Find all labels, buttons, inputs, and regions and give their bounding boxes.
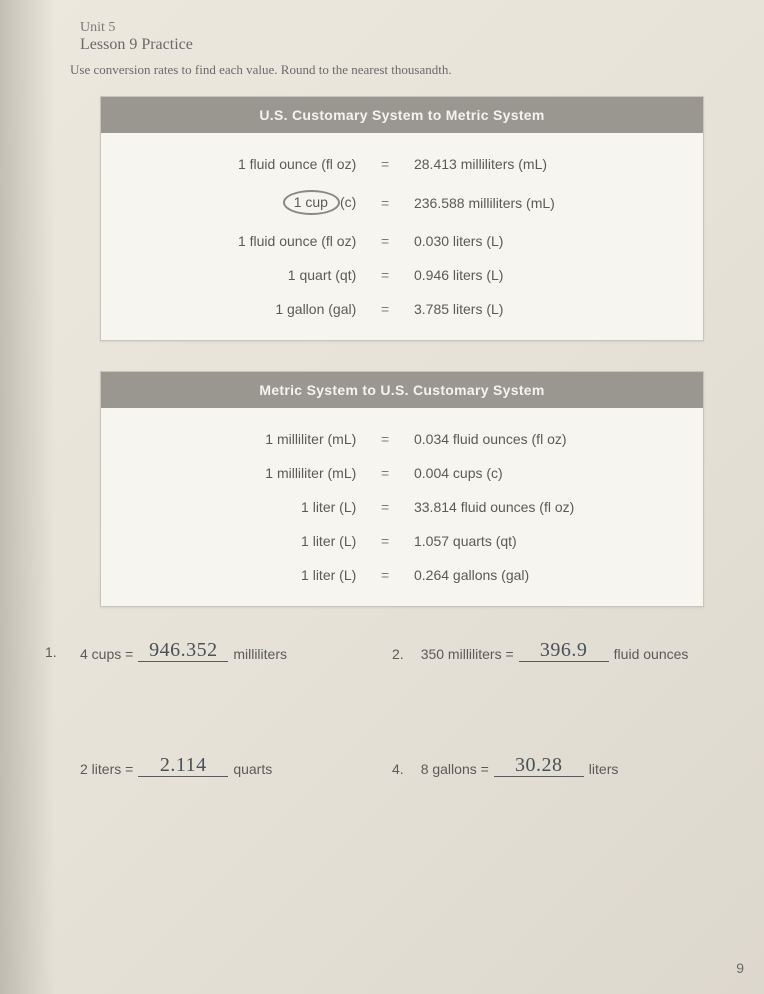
equals-sign: =: [368, 156, 402, 172]
equals-sign: =: [368, 533, 402, 549]
row-left: 1 fluid ounce (fl oz): [121, 233, 368, 249]
table-row: 1 milliliter (mL) = 0.034 fluid ounces (…: [121, 422, 683, 456]
row-right: 0.030 liters (L): [402, 233, 683, 249]
row-right: 0.004 cups (c): [402, 465, 683, 481]
table-row: 1 liter (L) = 0.264 gallons (gal): [121, 558, 683, 592]
answer-blank: 2.114: [138, 752, 228, 777]
row-right: 236.588 milliliters (mL): [402, 195, 683, 211]
problem-row: 1. 4 cups = 946.352 milliliters 2. 350 m…: [80, 637, 704, 662]
equals-sign: =: [368, 267, 402, 283]
row-right: 0.264 gallons (gal): [402, 567, 683, 583]
table-row: 1 milliliter (mL) = 0.004 cups (c): [121, 456, 683, 490]
problem-3: 2 liters = 2.114 quarts: [80, 752, 392, 777]
answer-blank: 396.9: [519, 637, 609, 662]
row-right: 1.057 quarts (qt): [402, 533, 683, 549]
problem-unit: fluid ounces: [614, 646, 689, 662]
table-row: 1 liter (L) = 1.057 quarts (qt): [121, 524, 683, 558]
worksheet-page: Unit 5 Lesson 9 Practice Use conversion …: [0, 0, 764, 994]
circled-annotation: 1 cup: [283, 190, 340, 215]
table-row: 1 gallon (gal) = 3.785 liters (L): [121, 292, 683, 326]
problems-section: 1. 4 cups = 946.352 milliliters 2. 350 m…: [70, 637, 714, 777]
problem-row: 2 liters = 2.114 quarts 4. 8 gallons = 3…: [80, 752, 704, 777]
row-right: 28.413 milliliters (mL): [402, 156, 683, 172]
binding-shadow: [0, 0, 55, 994]
problem-lhs: 350 milliliters =: [421, 646, 514, 662]
equals-sign: =: [368, 233, 402, 249]
conversion-table-metric-to-us: Metric System to U.S. Customary System 1…: [100, 371, 704, 607]
table-row: 1 cup(c) = 236.588 milliliters (mL): [121, 181, 683, 224]
row-left: 1 liter (L): [121, 533, 368, 549]
unit-label: Unit 5: [80, 20, 714, 36]
row-left: 1 gallon (gal): [121, 301, 368, 317]
problem-2: 2. 350 milliliters = 396.9 fluid ounces: [392, 637, 704, 662]
conversion-table-us-to-metric: U.S. Customary System to Metric System 1…: [100, 96, 704, 341]
table-row: 1 fluid ounce (fl oz) = 0.030 liters (L): [121, 224, 683, 258]
equals-sign: =: [368, 431, 402, 447]
handwritten-answer: 946.352: [149, 639, 218, 661]
problem-4: 4. 8 gallons = 30.28 liters: [392, 752, 704, 777]
table-title: Metric System to U.S. Customary System: [101, 372, 703, 408]
answer-blank: 30.28: [494, 752, 584, 777]
row-left: 1 cup(c): [121, 190, 368, 215]
problem-lhs: 4 cups =: [80, 646, 133, 662]
problem-number: 1.: [45, 644, 57, 660]
problem-number: 2.: [392, 646, 404, 662]
lesson-label: Lesson 9 Practice: [80, 36, 714, 54]
problem-number: 4.: [392, 761, 404, 777]
table-body: 1 milliliter (mL) = 0.034 fluid ounces (…: [101, 408, 703, 606]
handwritten-answer: 396.9: [540, 639, 588, 661]
answer-blank: 946.352: [138, 637, 228, 662]
row-left: 1 liter (L): [121, 499, 368, 515]
row-left: 1 liter (L): [121, 567, 368, 583]
row-right: 0.946 liters (L): [402, 267, 683, 283]
handwritten-answer: 30.28: [515, 754, 563, 776]
table-row: 1 liter (L) = 33.814 fluid ounces (fl oz…: [121, 490, 683, 524]
row-right: 3.785 liters (L): [402, 301, 683, 317]
instruction-text: Use conversion rates to find each value.…: [70, 62, 714, 78]
row-left: 1 fluid ounce (fl oz): [121, 156, 368, 172]
equals-sign: =: [368, 465, 402, 481]
row-right: 33.814 fluid ounces (fl oz): [402, 499, 683, 515]
page-header: Unit 5 Lesson 9 Practice: [70, 20, 714, 54]
row-right: 0.034 fluid ounces (fl oz): [402, 431, 683, 447]
equals-sign: =: [368, 499, 402, 515]
problem-1: 1. 4 cups = 946.352 milliliters: [80, 637, 392, 662]
row-left: 1 quart (qt): [121, 267, 368, 283]
table-title: U.S. Customary System to Metric System: [101, 97, 703, 133]
table-row: 1 quart (qt) = 0.946 liters (L): [121, 258, 683, 292]
problem-lhs: 2 liters =: [80, 761, 133, 777]
handwritten-answer: 2.114: [160, 754, 207, 776]
row-left: 1 milliliter (mL): [121, 465, 368, 481]
equals-sign: =: [368, 195, 402, 211]
row-left: 1 milliliter (mL): [121, 431, 368, 447]
problem-unit: liters: [589, 761, 619, 777]
table-body: 1 fluid ounce (fl oz) = 28.413 millilite…: [101, 133, 703, 340]
problem-lhs: 8 gallons =: [421, 761, 489, 777]
row-suffix: (c): [340, 194, 356, 210]
table-row: 1 fluid ounce (fl oz) = 28.413 millilite…: [121, 147, 683, 181]
page-number: 9: [736, 960, 744, 976]
problem-unit: milliliters: [233, 646, 287, 662]
problem-unit: quarts: [233, 761, 272, 777]
equals-sign: =: [368, 301, 402, 317]
equals-sign: =: [368, 567, 402, 583]
